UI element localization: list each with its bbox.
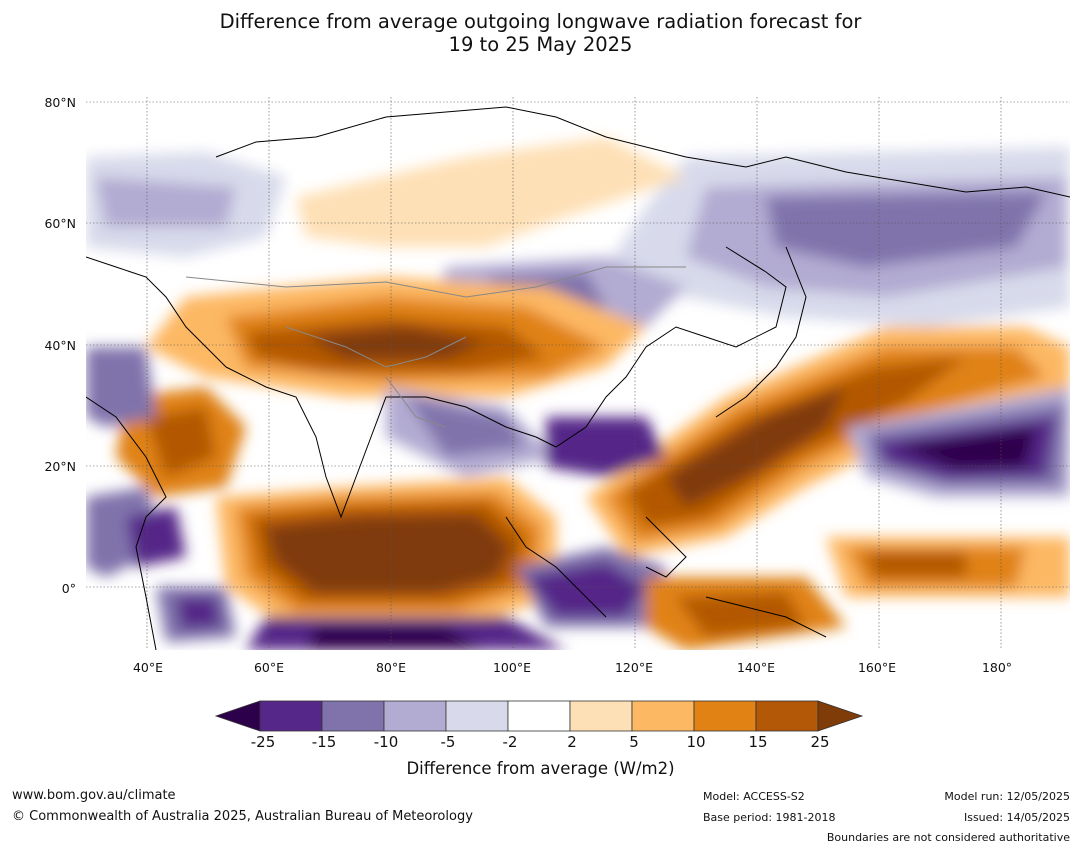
- lat-label-20n: 20°N: [44, 459, 76, 474]
- copyright-text: © Commonwealth of Australia 2025, Austra…: [12, 809, 473, 824]
- colorbar-tick-label: 10: [686, 733, 706, 751]
- colorbar-extend-low: [214, 700, 261, 732]
- colorbar: [214, 700, 864, 732]
- colorbar-tick-label: -2: [502, 733, 518, 751]
- colorbar-cell: [507, 700, 571, 732]
- lon-label-40e: 40°E: [132, 660, 164, 675]
- colorbar-tick-label: -5: [440, 733, 456, 751]
- lon-label-140e: 140°E: [736, 660, 775, 675]
- lon-label-80e: 80°E: [375, 660, 407, 675]
- colorbar-cell: [321, 700, 385, 732]
- colorbar-tick-label: -15: [311, 733, 337, 751]
- colorbar-cell: [383, 700, 447, 732]
- lon-label-60e: 60°E: [253, 660, 285, 675]
- colorbar-extend-high: [817, 700, 864, 732]
- colorbar-cell: [569, 700, 633, 732]
- model-name: Model: ACCESS-S2: [703, 790, 805, 803]
- colorbar-cell: [445, 700, 509, 732]
- lon-label-180: 180°: [981, 660, 1013, 675]
- colorbar-cell: [755, 700, 819, 732]
- lat-label-80n: 80°N: [44, 95, 76, 110]
- colorbar-tick-label: 2: [567, 733, 577, 751]
- lat-label-60n: 60°N: [44, 216, 76, 231]
- boundaries-disclaimer: Boundaries are not considered authoritat…: [826, 831, 1070, 844]
- lon-label-100e: 100°E: [492, 660, 531, 675]
- colorbar-tick-label: -10: [373, 733, 399, 751]
- colorbar-tick-label: -25: [250, 733, 276, 751]
- lon-label-120e: 120°E: [614, 660, 653, 675]
- model-run-date: Model run: 12/05/2025: [944, 790, 1070, 803]
- colorbar-tick-label: 25: [810, 733, 830, 751]
- website-link[interactable]: www.bom.gov.au/climate: [12, 788, 176, 803]
- colorbar-cell: [693, 700, 757, 732]
- country-borders: [185, 266, 686, 428]
- lat-label-40n: 40°N: [44, 338, 76, 353]
- base-period: Base period: 1981-2018: [703, 811, 836, 824]
- colorbar-cell: [259, 700, 323, 732]
- map-title: Difference from average outgoing longwav…: [0, 10, 1081, 56]
- issued-date: Issued: 14/05/2025: [963, 811, 1070, 824]
- coastlines: [86, 106, 1070, 650]
- olr-anomaly-field: [86, 137, 1070, 650]
- title-line-2: 19 to 25 May 2025: [448, 33, 633, 56]
- title-line-1: Difference from average outgoing longwav…: [219, 10, 862, 33]
- colorbar-title: Difference from average (W/m2): [406, 759, 675, 778]
- colorbar-tick-label: 5: [629, 733, 639, 751]
- lat-label-0: 0°: [61, 581, 76, 596]
- colorbar-tick-label: 15: [748, 733, 768, 751]
- graticule: [86, 97, 1070, 650]
- colorbar-cell: [631, 700, 695, 732]
- ocean-continents-map: [86, 97, 1070, 650]
- lon-label-160e: 160°E: [857, 660, 896, 675]
